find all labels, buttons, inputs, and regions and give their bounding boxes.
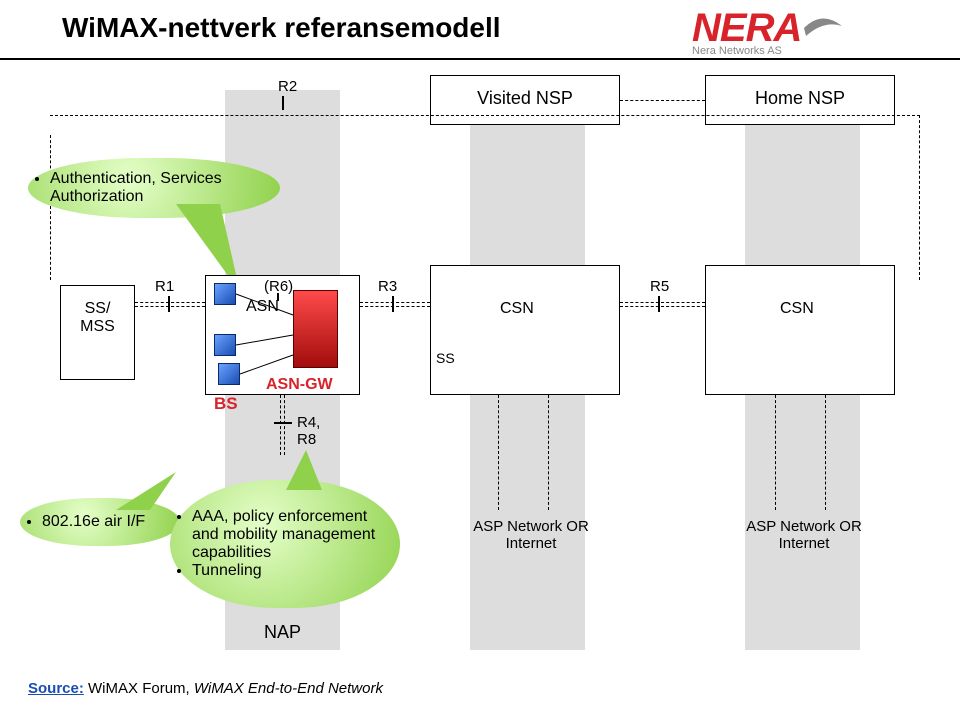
csn2-drop-b bbox=[825, 395, 826, 510]
r2-tick bbox=[282, 96, 284, 110]
csn2-box bbox=[705, 265, 895, 395]
r2-label: R2 bbox=[278, 78, 297, 95]
r1-link bbox=[135, 302, 205, 307]
swoosh-icon bbox=[802, 6, 846, 46]
r2-dash-line bbox=[50, 115, 920, 116]
auth-callout-text: Authentication, Services Authorization bbox=[50, 170, 272, 206]
r6-tick bbox=[277, 293, 279, 301]
asp2-l1: ASP Network OR bbox=[746, 518, 862, 535]
source-prefix: Source: bbox=[28, 680, 84, 697]
r4r8-link-a bbox=[280, 395, 281, 455]
visited-nsp-box: Visited NSP bbox=[430, 75, 620, 125]
source-rest: WiMAX Forum, bbox=[84, 680, 194, 697]
csn2-label: CSN bbox=[780, 300, 814, 318]
header-rule bbox=[0, 58, 960, 60]
r3-link bbox=[360, 302, 430, 307]
asp1-l1: ASP Network OR bbox=[473, 518, 589, 535]
r5-label: R5 bbox=[650, 278, 669, 295]
asp2-l2: Internet bbox=[779, 535, 830, 552]
logo-text: NERA bbox=[692, 6, 801, 50]
airif-pointer-icon bbox=[116, 472, 186, 512]
r4r8-label: R4, R8 bbox=[297, 414, 320, 448]
r5-tick bbox=[658, 296, 660, 312]
home-nsp-label: Home NSP bbox=[706, 88, 894, 109]
asp1-label: ASP Network OR Internet bbox=[456, 518, 606, 552]
aaa-callout: AAA, policy enforcement and mobility man… bbox=[170, 480, 400, 608]
source-rest2: WiMAX End-to-End Network bbox=[194, 680, 383, 697]
asp2-label: ASP Network OR Internet bbox=[724, 518, 884, 552]
r1-label: R1 bbox=[155, 278, 174, 295]
home-nsp-box: Home NSP bbox=[705, 75, 895, 125]
r5-link bbox=[620, 302, 705, 307]
r3-label: R3 bbox=[378, 278, 397, 295]
asp1-l2: Internet bbox=[506, 535, 557, 552]
r4r8-link-b bbox=[284, 395, 285, 455]
r4r8-tick bbox=[274, 422, 292, 424]
r1-tick bbox=[168, 296, 170, 312]
logo: NERA Nera Networks AS bbox=[692, 6, 846, 57]
nap-label: NAP bbox=[264, 622, 301, 643]
ssmss-label: SS/ MSS bbox=[61, 300, 134, 336]
logo-subtext: Nera Networks AS bbox=[692, 45, 846, 57]
visited-nsp-label: Visited NSP bbox=[431, 88, 619, 109]
aaa-item-1: AAA, policy enforcement and mobility man… bbox=[192, 508, 392, 562]
r3-tick bbox=[392, 296, 394, 312]
ss-label: SS bbox=[436, 350, 455, 366]
asn-gw-label: ASN-GW bbox=[266, 376, 333, 394]
csn1-drop-a bbox=[498, 395, 499, 510]
airif-text: 802.16e air I/F bbox=[42, 513, 172, 531]
csn2-drop-a bbox=[775, 395, 776, 510]
page-title: WiMAX-nettverk referansemodell bbox=[62, 12, 501, 44]
outer-dash-right bbox=[919, 115, 920, 280]
csn1-box bbox=[430, 265, 620, 395]
csn1-label: CSN bbox=[500, 300, 534, 318]
ssmss-box: SS/ MSS bbox=[60, 285, 135, 380]
source-line: Source: WiMAX Forum, WiMAX End-to-End Ne… bbox=[28, 680, 383, 697]
bs-label: BS bbox=[214, 394, 238, 414]
csn1-drop-b bbox=[548, 395, 549, 510]
visited-home-link bbox=[620, 100, 705, 101]
aaa-pointer-icon bbox=[276, 450, 336, 490]
aaa-item-2: Tunneling bbox=[192, 562, 392, 580]
